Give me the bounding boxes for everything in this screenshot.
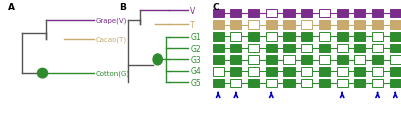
Bar — [336, 44, 348, 53]
Bar — [336, 21, 348, 30]
Bar — [248, 56, 259, 64]
Bar — [372, 67, 383, 76]
Bar — [213, 67, 224, 76]
Text: G2: G2 — [190, 44, 201, 53]
Bar — [372, 21, 383, 30]
Text: B: B — [119, 3, 126, 12]
Bar — [390, 56, 401, 64]
Bar — [230, 33, 241, 41]
Bar — [372, 44, 383, 53]
Bar — [284, 67, 294, 76]
Bar — [266, 21, 277, 30]
Text: C: C — [213, 3, 219, 12]
Circle shape — [37, 69, 48, 78]
Bar — [230, 56, 241, 64]
Bar — [354, 79, 365, 87]
Bar — [284, 44, 294, 53]
Bar — [213, 21, 224, 30]
Bar — [372, 33, 383, 41]
Bar — [248, 10, 259, 18]
Bar — [319, 33, 330, 41]
Bar — [284, 21, 294, 30]
Bar — [248, 79, 259, 87]
Bar — [319, 56, 330, 64]
Bar — [301, 33, 312, 41]
Bar — [354, 33, 365, 41]
Bar — [213, 10, 224, 18]
Text: Grape(V): Grape(V) — [95, 17, 127, 24]
Bar — [319, 21, 330, 30]
Bar — [319, 10, 330, 18]
Bar — [336, 10, 348, 18]
Bar — [319, 79, 330, 87]
Bar — [213, 33, 224, 41]
Bar — [354, 56, 365, 64]
Bar — [336, 56, 348, 64]
Bar — [266, 79, 277, 87]
Bar — [301, 21, 312, 30]
Bar — [266, 56, 277, 64]
Bar — [301, 44, 312, 53]
Bar — [248, 67, 259, 76]
Bar — [319, 44, 330, 53]
Bar — [390, 21, 401, 30]
Bar — [390, 10, 401, 18]
Bar — [213, 56, 224, 64]
Bar — [266, 10, 277, 18]
Bar — [284, 10, 294, 18]
Bar — [354, 44, 365, 53]
Bar — [354, 10, 365, 18]
Bar — [248, 44, 259, 53]
Bar — [284, 79, 294, 87]
Text: Cotton(G): Cotton(G) — [95, 70, 130, 77]
Text: G3: G3 — [190, 55, 201, 64]
Bar — [336, 67, 348, 76]
Bar — [336, 79, 348, 87]
Bar — [230, 44, 241, 53]
Bar — [390, 33, 401, 41]
Bar — [266, 67, 277, 76]
Text: Cacao(T): Cacao(T) — [95, 36, 127, 43]
Bar — [301, 79, 312, 87]
Bar — [230, 10, 241, 18]
Bar — [354, 67, 365, 76]
Bar — [354, 21, 365, 30]
Bar — [284, 56, 294, 64]
Bar — [372, 79, 383, 87]
Bar — [248, 21, 259, 30]
Bar — [266, 44, 277, 53]
Text: G4: G4 — [190, 67, 201, 76]
Bar — [301, 10, 312, 18]
Bar — [319, 67, 330, 76]
Text: A: A — [8, 3, 14, 12]
Bar — [301, 56, 312, 64]
Bar — [230, 67, 241, 76]
Bar — [372, 10, 383, 18]
Bar — [336, 33, 348, 41]
Text: G5: G5 — [190, 78, 201, 87]
Bar — [230, 79, 241, 87]
Bar — [213, 79, 224, 87]
Text: V: V — [190, 7, 196, 16]
Bar — [266, 33, 277, 41]
Text: T: T — [190, 20, 195, 29]
Bar — [390, 44, 401, 53]
Bar — [284, 33, 294, 41]
Bar — [372, 56, 383, 64]
Bar — [390, 79, 401, 87]
Bar — [248, 33, 259, 41]
Bar — [390, 67, 401, 76]
Bar — [230, 21, 241, 30]
Bar — [301, 67, 312, 76]
Circle shape — [153, 54, 162, 65]
Text: G1: G1 — [190, 33, 201, 42]
Bar — [213, 44, 224, 53]
